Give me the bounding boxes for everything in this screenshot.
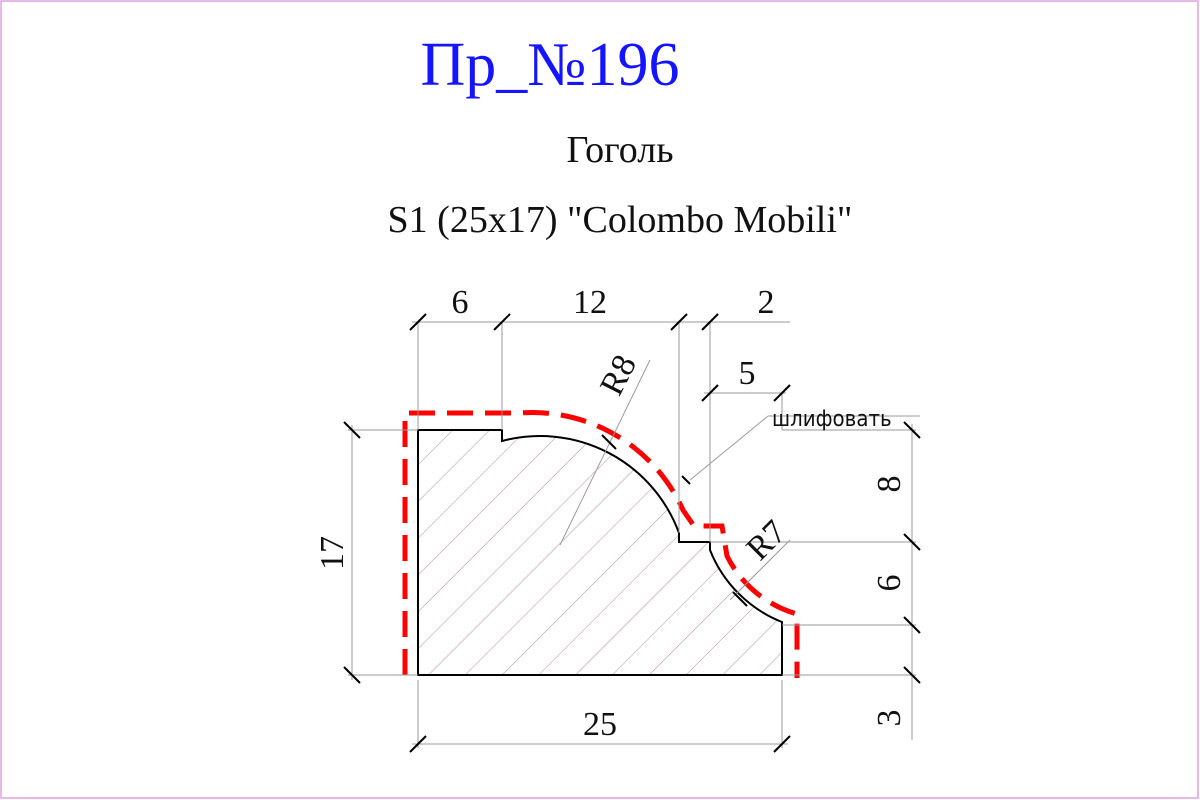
dim-top-5: 5 [739,355,756,392]
dim-right-6: 6 [871,575,908,592]
dim-right-8: 8 [871,476,908,493]
dim-right-3: 3 [871,710,908,727]
note-sand: шлифовать [772,407,892,432]
dim-top-2: 2 [758,284,775,321]
profile-name: Гоголь [566,129,674,171]
dimension-ticks [343,313,921,753]
finishing-cut-line [402,410,800,678]
dim-bottom-25: 25 [583,706,617,743]
profile-spec: S1 (25x17) "Colombo Mobili" [387,199,853,241]
radius-r8: R8 [593,349,644,401]
dim-left-17: 17 [314,536,351,570]
radius-r7: R7 [739,513,793,567]
extension-lines [348,321,920,748]
dim-top-6: 6 [452,284,469,321]
profile-section [417,429,783,676]
dim-top-12: 12 [573,284,607,321]
drawing-title: Пр_№196 [420,31,680,99]
